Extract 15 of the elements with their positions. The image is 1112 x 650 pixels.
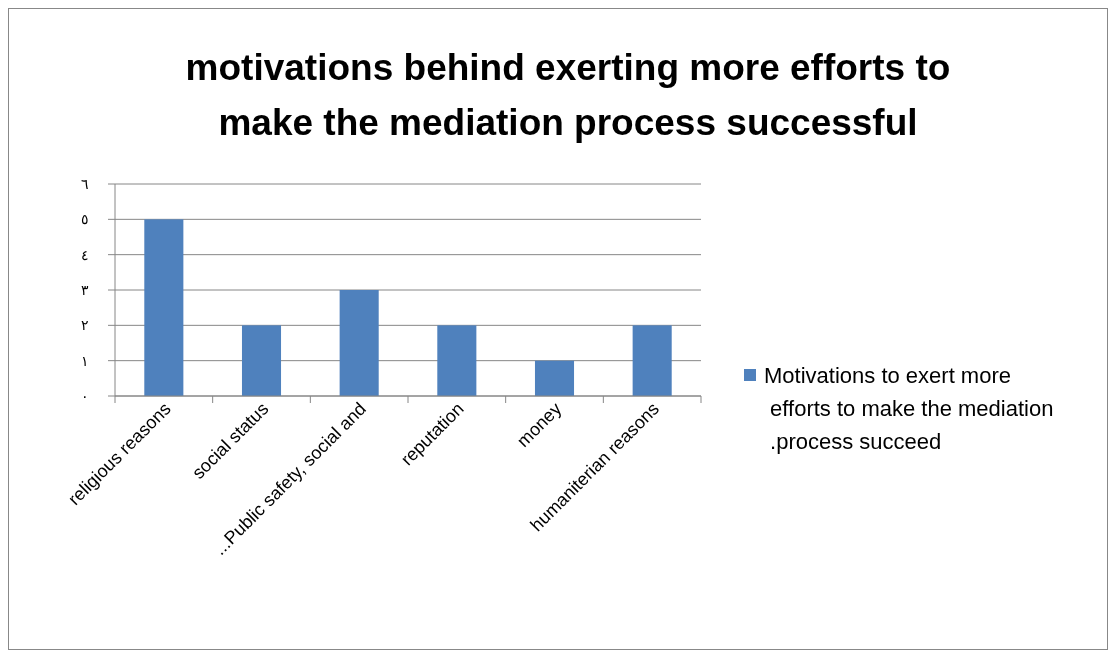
y-tick-label: ٠	[81, 387, 89, 404]
bar	[632, 325, 672, 396]
y-tick-label: ١	[81, 352, 89, 369]
bar	[437, 325, 477, 396]
y-tick-label: ٤	[81, 246, 89, 263]
y-tick-label: ٢	[81, 317, 89, 334]
y-tick-label: ٥	[81, 211, 89, 228]
y-tick-label: ٣	[81, 281, 89, 298]
bar	[534, 360, 575, 396]
legend-label: Motivations to exert more efforts to make the mediation .process succeed	[764, 362, 1054, 454]
bar	[144, 219, 184, 396]
bar	[339, 290, 379, 396]
bar	[241, 325, 282, 396]
y-tick-label: ٦	[81, 175, 89, 192]
chart-title: motivations behind exerting more efforts to make the mediation process successful	[185, 47, 951, 143]
